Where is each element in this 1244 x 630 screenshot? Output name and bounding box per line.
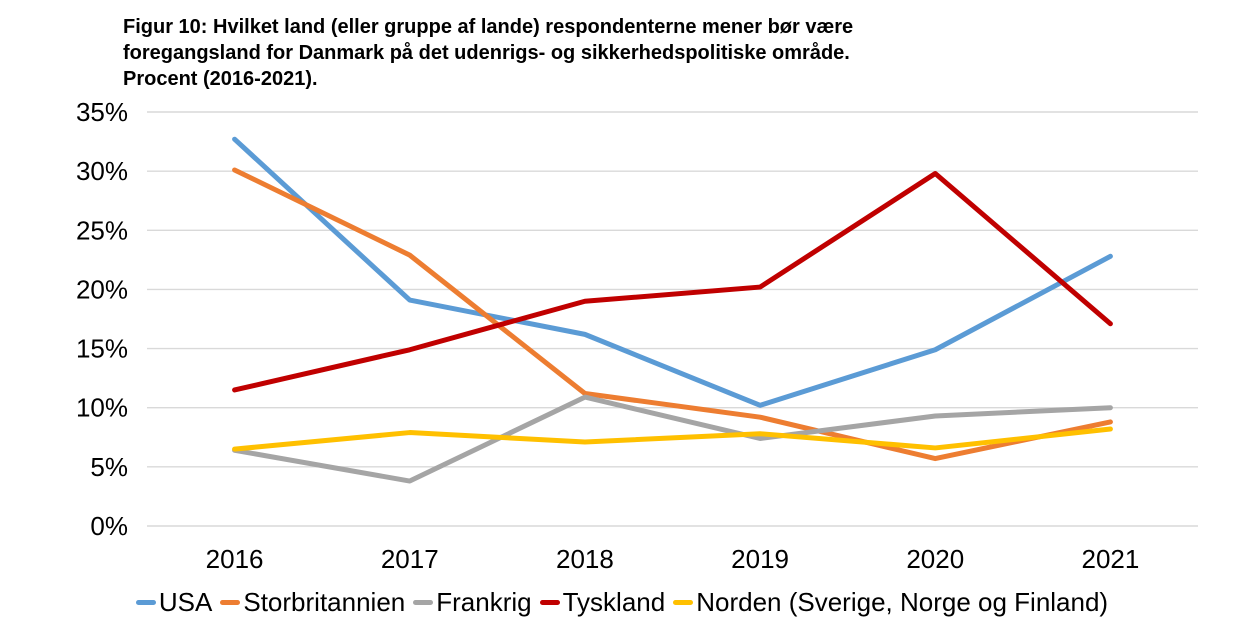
y-axis-label-5: 5% [90,452,128,482]
legend-marker-tyskland [539,599,560,605]
x-axis-label-2020: 2020 [906,544,964,574]
series-line-frankrig [232,394,1113,484]
chart-title-line-3: Procent (2016-2021). [123,68,318,90]
series-line-norden-sverige-norge-og-finland [232,426,1113,452]
legend-marker-frankrig [413,599,434,605]
y-axis-label-35: 35% [76,97,128,127]
y-axis-label-30: 30% [76,156,128,186]
series-line-tyskland [232,171,1113,393]
x-axis-label-2017: 2017 [381,544,439,574]
series-line-storbritannien [232,167,1113,462]
y-axis-label-20: 20% [76,274,128,304]
x-axis-label-2018: 2018 [556,544,614,574]
x-axis-label-2019: 2019 [731,544,789,574]
series-line-usa [232,136,1113,408]
y-axis-label-10: 10% [76,393,128,423]
legend-item-norden-sverige-norge-og-finland: Norden (Sverige, Norge og Finland) [673,587,1108,618]
legend-item-tyskland: Tyskland [539,586,666,618]
legend-marker-usa [135,599,156,605]
x-axis-label-2016: 2016 [206,544,264,574]
chart-title: Figur 10: Hvilket land (eller gruppe af … [123,14,1123,92]
x-axis-label-2021: 2021 [1081,544,1139,574]
chart-title-line-1: Figur 10: Hvilket land (eller gruppe af … [123,16,854,38]
y-axis-label-15: 15% [76,334,128,364]
legend-item-storbritannien: Storbritannien [220,587,405,618]
y-axis-label-0: 0% [90,511,128,541]
legend-label-frankrig: Frankrig [436,586,532,617]
legend-marker-norden-sverige-norge-og-finland [673,599,694,605]
legend-label-usa: USA [158,586,213,617]
legend-item-frankrig: Frankrig [413,586,532,618]
chart-title-line-2: foregangsland for Danmark på det udenrig… [123,42,850,64]
legend-item-usa: USA [135,586,213,618]
legend-label-tyskland: Tyskland [562,586,666,617]
chart-legend: USA Storbritannien Frankrig Tyskland Norden … [0,584,1244,620]
legend-label-storbritannien: Storbritannien [243,586,406,617]
legend-marker-storbritannien [220,599,241,605]
y-axis-label-25: 25% [76,215,128,245]
legend-label-norden-sverige-norge-og-finland: Norden (Sverige, Norge og Finland) [696,586,1109,617]
